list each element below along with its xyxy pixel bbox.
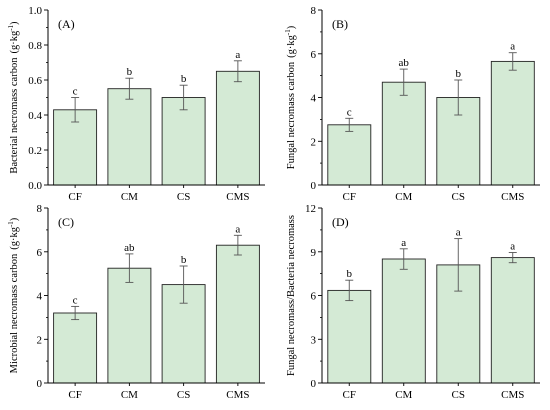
y-tick-label: 2 [311, 136, 317, 148]
y-tick-label: 0 [37, 378, 43, 390]
x-tick-label: CS [452, 191, 465, 203]
y-tick-label: 4 [311, 93, 317, 105]
chart-panel: b CF a CM a CS a CMS 0 3 6 9 12 (D) Fungal necromass/B… [286, 203, 540, 401]
y-axis-title: Fungal necromass/Bacteria necromass [286, 215, 297, 376]
chart-panel: c CF ab CM b CS a CMS 0 2 4 6 8 (C) Microbial necromas… [7, 203, 265, 401]
bar [107, 88, 152, 186]
bar [161, 97, 206, 186]
significance-label: ab [399, 57, 410, 69]
x-tick-label: CS [452, 389, 465, 401]
bar [490, 257, 535, 384]
y-tick-label: 0 [311, 180, 317, 192]
significance-label: b [181, 254, 187, 266]
x-tick-label: CM [121, 191, 138, 203]
x-tick-label: CMS [501, 389, 524, 401]
y-axis-title-text: Bacterial necromass carbon [9, 57, 20, 174]
x-tick-label: CF [343, 191, 356, 203]
x-tick-label: CS [177, 191, 190, 203]
bar [381, 81, 426, 186]
y-axis-unit-exponent: -1 [7, 221, 15, 227]
y-tick-label: 6 [311, 291, 317, 303]
x-tick-label: CM [395, 191, 412, 203]
y-tick-label: 8 [37, 203, 43, 215]
y-tick-label: 0 [311, 378, 317, 390]
y-axis-unit-close: ) [9, 217, 20, 221]
y-axis-unit-exponent: -1 [284, 29, 292, 35]
bar [215, 70, 260, 186]
significance-label: c [73, 294, 78, 306]
significance-label: b [347, 268, 353, 280]
x-tick-label: CM [121, 389, 138, 401]
bar [490, 60, 535, 186]
significance-label: a [235, 49, 240, 61]
y-tick-label: 6 [311, 49, 317, 61]
significance-label: b [181, 73, 187, 85]
bar [53, 312, 98, 384]
y-tick-label: 3 [311, 334, 317, 346]
bar [215, 244, 260, 384]
x-tick-label: CF [68, 191, 81, 203]
y-tick-label: 0.0 [28, 180, 42, 192]
y-axis-unit-exponent: -1 [7, 24, 15, 30]
x-tick-label: CMS [226, 389, 249, 401]
y-tick-label: 1.0 [28, 5, 42, 17]
y-axis-unit-close: ) [9, 21, 20, 25]
significance-label: a [510, 41, 515, 53]
x-tick-label: CF [343, 389, 356, 401]
bar [327, 289, 372, 384]
y-axis-title-text: Fungal necromass/Bacteria necromass [286, 215, 297, 376]
bar [107, 267, 152, 384]
bar [327, 124, 372, 186]
x-tick-label: CM [395, 389, 412, 401]
y-tick-label: 0.4 [28, 110, 42, 122]
bar [381, 258, 426, 384]
y-axis-title: Microbial necromass carbon (g·kg-1) [7, 217, 20, 373]
panel-label: (A) [58, 17, 75, 31]
significance-label: ab [124, 242, 135, 254]
x-tick-label: CMS [226, 191, 249, 203]
y-axis-title-text: Fungal necromass carbon [286, 61, 297, 169]
y-axis-unit-close: ) [286, 25, 297, 29]
y-axis-unit: (g·kg [9, 226, 20, 249]
y-tick-label: 0.8 [28, 40, 42, 52]
panel-label: (C) [58, 215, 74, 229]
significance-label: a [510, 241, 515, 253]
y-axis-unit: (g·kg [286, 34, 297, 57]
y-axis-title: Bacterial necromass carbon (g·kg-1) [7, 21, 20, 174]
y-tick-label: 9 [311, 247, 317, 259]
significance-label: b [456, 68, 462, 80]
x-tick-label: CS [177, 389, 190, 401]
chart-panel: c CF b CM b CS a CMS 0.0 0.2 0.4 0.6 0.8 1.0 (A) Bacter… [7, 5, 265, 203]
significance-label: c [347, 106, 352, 118]
chart-panel: c CF ab CM b CS a CMS 0 2 4 6 8 (B) Fungal necromass c… [284, 5, 540, 203]
y-tick-label: 0.6 [28, 75, 42, 87]
panel-label: (B) [332, 17, 348, 31]
significance-label: c [73, 86, 78, 98]
significance-label: a [456, 227, 461, 239]
y-tick-label: 2 [37, 334, 43, 346]
y-tick-label: 12 [305, 203, 316, 215]
y-tick-label: 6 [37, 247, 43, 259]
y-axis-title: Fungal necromass carbon (g·kg-1) [284, 25, 297, 169]
x-tick-label: CF [68, 389, 81, 401]
significance-label: a [401, 237, 406, 249]
y-tick-label: 8 [311, 5, 317, 17]
panel-label: (D) [332, 215, 349, 229]
x-tick-label: CMS [501, 191, 524, 203]
y-tick-label: 4 [37, 291, 43, 303]
y-tick-label: 0.2 [28, 145, 42, 157]
y-axis-unit: (g·kg [9, 30, 20, 53]
y-axis-title-text: Microbial necromass carbon [9, 253, 20, 373]
significance-label: b [127, 66, 133, 78]
significance-label: a [235, 223, 240, 235]
